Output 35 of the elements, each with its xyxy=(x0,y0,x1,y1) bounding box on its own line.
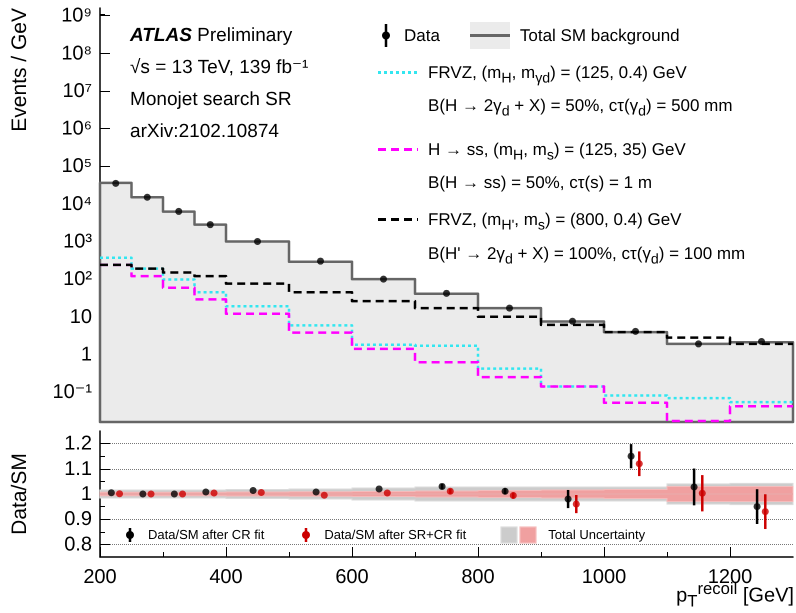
text: FRVZ, (m$_{H'}$, m$_{s}$) = (800, 0.4) GeV B(H' → 2γ$_{d}$ + X) = 100%, cτ(γ$_{d}$) = 100 mm xyxy=(428,210,746,267)
annotation: ATLAS Preliminary xyxy=(129,25,293,46)
y-tick-label: 10 xyxy=(70,306,92,328)
y-tick-label: 10⁵ xyxy=(61,155,92,178)
x-tick-label: 800 xyxy=(461,566,495,588)
y-tick-label: 0.9 xyxy=(64,508,92,530)
x-tick-label: 600 xyxy=(335,566,369,588)
text: Total Uncertainty xyxy=(548,526,646,544)
y-tick-label: 10⁶ xyxy=(62,118,92,140)
legend-label: Total SM background xyxy=(520,25,680,47)
y-tick-label: 1 xyxy=(80,343,92,366)
y-tick-label: 10⁹ xyxy=(61,4,92,27)
y-tick-label: 1.1 xyxy=(64,458,92,480)
x-tick-label: 1000 xyxy=(582,566,626,588)
legend-label: H → ss, (m$_{H}$, m$_{s}$) = (125, 35) GeV B(H → ss) = 50%, cτ(s) = 1 m xyxy=(428,138,686,194)
y-tick-label: 10⁻¹ xyxy=(52,381,92,404)
legend-label: Data/SM after SR+CR fit xyxy=(324,526,466,544)
annotation: Monojet search SR xyxy=(130,89,292,110)
y-tick-label: 10⁴ xyxy=(61,192,92,215)
y-tick-label: 1.2 xyxy=(64,432,92,455)
y-tick-label: 10³ xyxy=(63,230,92,252)
annotation: arXiv:2102.10874 xyxy=(130,121,280,142)
y-tick-label: 0.8 xyxy=(64,533,92,556)
x-tick-label: 400 xyxy=(209,566,243,588)
legend-label: Data xyxy=(404,25,440,47)
annotation: √s = 13 TeV, 139 fb⁻¹ xyxy=(130,57,308,78)
y-tick-label: 10⁸ xyxy=(61,42,92,64)
legend-label: Data/SM after CR fit xyxy=(148,526,264,544)
x-tick-label: 200 xyxy=(83,566,117,588)
y-axis-title: Data/SM xyxy=(8,453,31,535)
y-tick-label: 1 xyxy=(80,483,92,505)
y-tick-label: 10⁷ xyxy=(62,80,92,102)
text: FRVZ, (m$_{H}$, m$_{γd}$) = (125, 0.4) GeV B(H → 2γ$_{d}$ + X) = 50%, cτ(γ$_{d}$) = 500 mm xyxy=(428,63,732,120)
y-axis-title: Events / GeV xyxy=(8,8,31,132)
y-tick-label: 10² xyxy=(63,268,92,290)
